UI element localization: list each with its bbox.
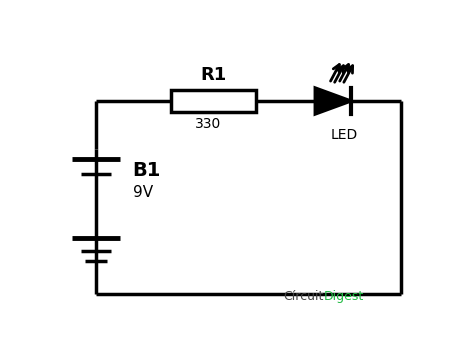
Text: B1: B1 bbox=[133, 161, 161, 180]
Text: 330: 330 bbox=[195, 117, 221, 131]
Polygon shape bbox=[315, 88, 351, 114]
Bar bbox=[171, 90, 256, 112]
Text: R1: R1 bbox=[201, 66, 227, 84]
Text: Círcuit: Círcuit bbox=[283, 290, 324, 303]
Text: 9V: 9V bbox=[133, 185, 153, 200]
Text: LED: LED bbox=[330, 128, 357, 142]
Text: Digest: Digest bbox=[324, 290, 364, 303]
